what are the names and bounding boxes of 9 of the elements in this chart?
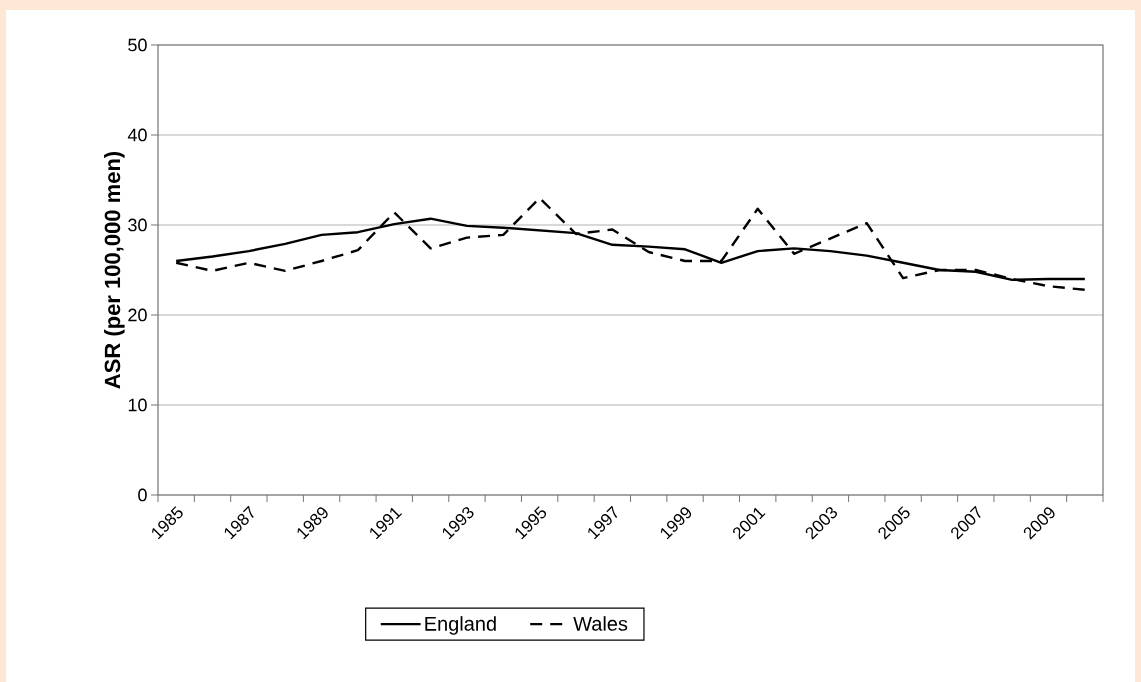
y-tick-label: 20 (128, 308, 147, 322)
y-tick-label: 40 (127, 128, 147, 142)
y-axis-title: ASR (per 100,000 men) (104, 151, 125, 389)
y-tick-label: 50 (128, 38, 147, 52)
legend-label: England (425, 616, 496, 635)
y-tick-label: 0 (138, 488, 147, 502)
y-tick-label: 10 (128, 398, 147, 412)
legend-label: Wales (573, 616, 628, 631)
y-tick-label: 30 (128, 218, 147, 232)
